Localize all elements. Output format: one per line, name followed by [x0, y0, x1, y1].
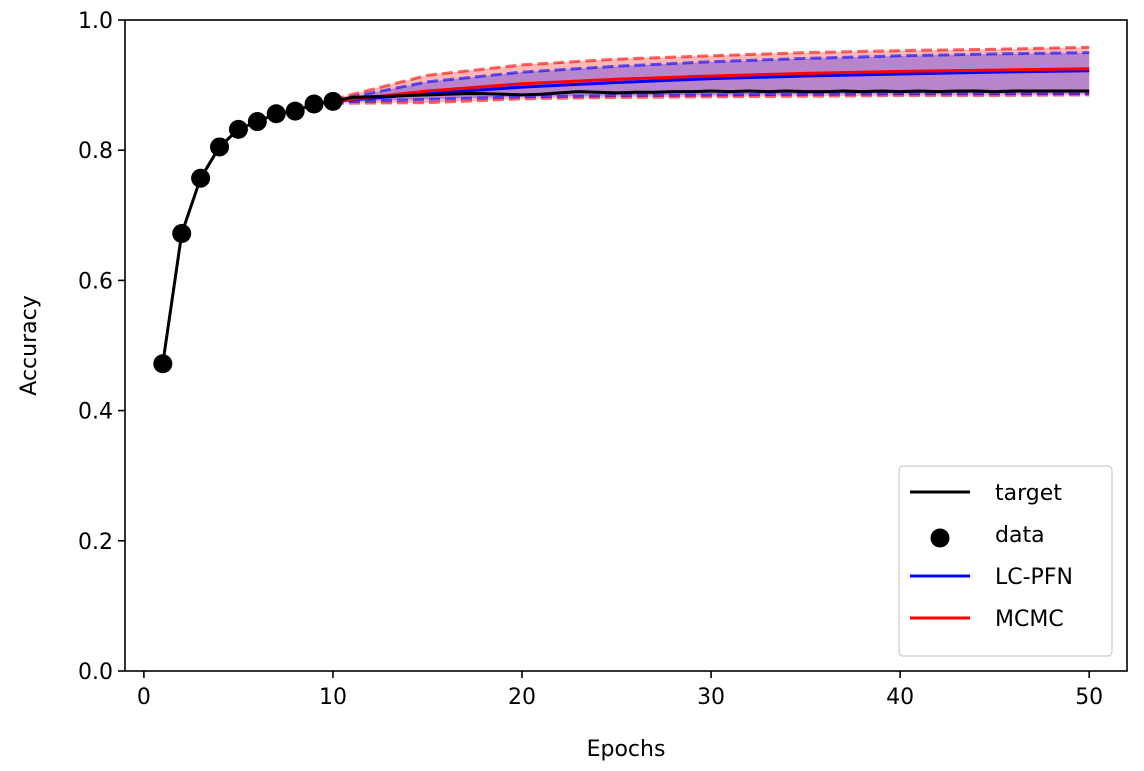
plot-frame: [124, 19, 1128, 672]
data-point: [172, 224, 192, 244]
y-tick-label: 0.8: [78, 139, 113, 164]
y-tick-label: 1.0: [78, 9, 113, 34]
legend-item-mcmc: MCMC: [910, 607, 1064, 632]
mcmc-lower-bound: [332, 93, 1090, 105]
x-tick-label: 10: [319, 685, 347, 710]
y-tick-label: 0.2: [78, 530, 113, 555]
legend-item-lcpfn: LC-PFN: [910, 565, 1073, 590]
x-tick-label: 30: [697, 685, 725, 710]
plot-area: [153, 45, 1090, 374]
x-tick-label: 0: [137, 685, 151, 710]
data-point: [266, 104, 286, 124]
y-axis-ticks: 0.0 0.2 0.4 0.6 0.8 1.0: [78, 9, 125, 685]
legend-swatch-data: [930, 528, 950, 548]
data-point: [323, 91, 343, 111]
lcpfn-line: [332, 69, 1090, 103]
data-points: [153, 91, 343, 374]
x-tick-label: 20: [508, 685, 536, 710]
y-tick-label: 0.0: [78, 660, 113, 685]
y-tick-label: 0.4: [78, 400, 113, 425]
y-axis-label: Accuracy: [17, 295, 42, 395]
legend-label-mcmc: MCMC: [995, 607, 1064, 632]
legend: target data LC-PFN MCMC: [898, 465, 1113, 657]
data-point: [228, 119, 248, 139]
legend-label-lcpfn: LC-PFN: [995, 565, 1073, 590]
legend-item-data: data: [930, 523, 1045, 548]
lcpfn-lower-bound: [332, 92, 1090, 104]
legend-box: [898, 465, 1113, 657]
x-tick-label: 40: [886, 685, 914, 710]
lcpfn-upper-bound: [332, 51, 1090, 103]
data-point: [153, 354, 173, 374]
legend-label-data: data: [995, 523, 1045, 548]
y-tick-label: 0.6: [78, 269, 113, 294]
x-tick-label: 50: [1075, 685, 1103, 710]
x-axis-label: Epochs: [587, 737, 666, 762]
legend-item-target: target: [910, 481, 1062, 506]
target-line: [161, 89, 1090, 364]
legend-label-target: target: [995, 481, 1062, 506]
data-point: [304, 94, 324, 114]
data-point: [285, 101, 305, 121]
mcmc-upper-bound: [332, 45, 1090, 101]
data-point: [210, 137, 230, 157]
data-point: [191, 168, 211, 188]
x-axis-ticks: 0 10 20 30 40 50: [137, 671, 1103, 710]
data-point: [247, 112, 267, 132]
mcmc-line: [332, 67, 1090, 103]
